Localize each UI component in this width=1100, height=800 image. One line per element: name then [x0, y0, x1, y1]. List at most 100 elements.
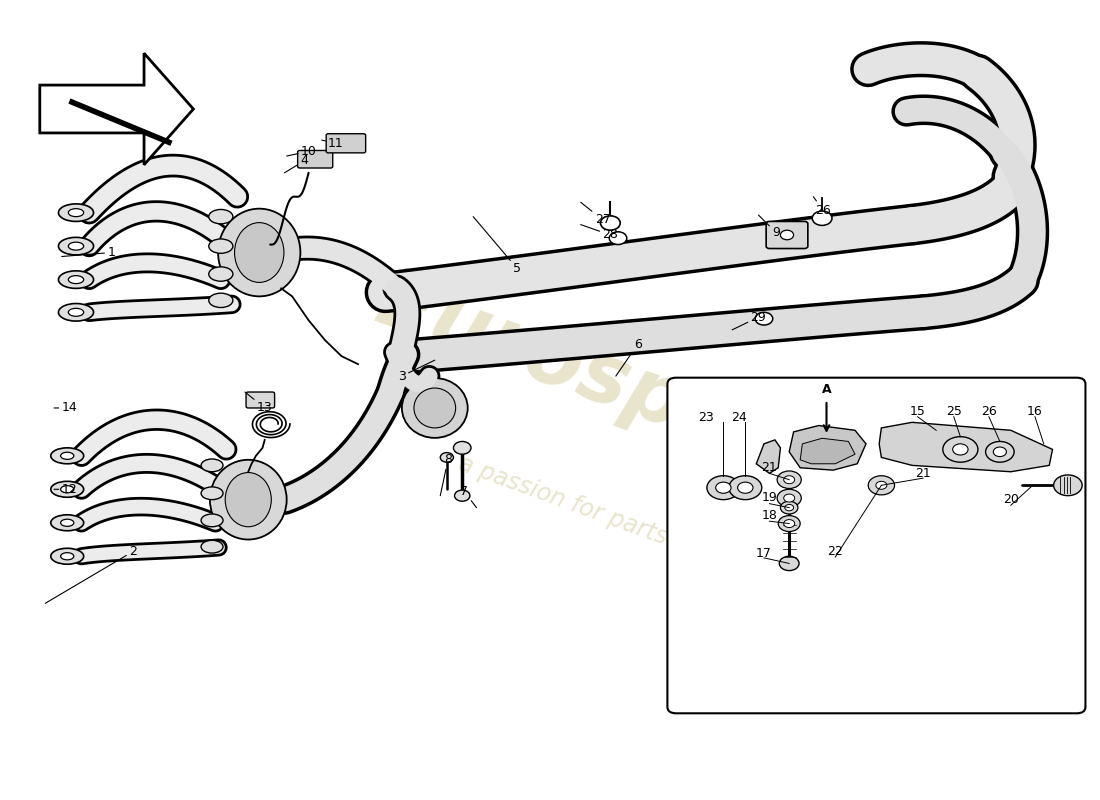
Ellipse shape	[210, 460, 287, 539]
Text: 18: 18	[761, 509, 778, 522]
Circle shape	[783, 494, 794, 502]
Text: 26: 26	[981, 406, 997, 418]
Circle shape	[986, 442, 1014, 462]
Circle shape	[707, 476, 740, 500]
Text: 4: 4	[285, 154, 308, 173]
FancyBboxPatch shape	[767, 222, 807, 249]
Text: a passion for parts since 1985: a passion for parts since 1985	[455, 451, 799, 596]
Circle shape	[993, 447, 1007, 457]
Ellipse shape	[51, 515, 84, 530]
Text: Eurospares: Eurospares	[365, 260, 889, 516]
Ellipse shape	[58, 204, 94, 222]
Circle shape	[777, 471, 801, 489]
Text: 11: 11	[322, 137, 344, 150]
Text: 10: 10	[287, 145, 317, 158]
Text: 28: 28	[581, 225, 618, 242]
Circle shape	[601, 216, 620, 230]
Text: 17: 17	[756, 546, 772, 559]
Ellipse shape	[201, 514, 223, 526]
Circle shape	[778, 515, 800, 531]
Polygon shape	[757, 440, 780, 474]
Ellipse shape	[201, 459, 223, 472]
Text: 21: 21	[915, 467, 931, 480]
Text: 7: 7	[461, 485, 476, 508]
Circle shape	[780, 502, 798, 514]
Ellipse shape	[51, 548, 84, 564]
Text: 3: 3	[398, 360, 434, 382]
Ellipse shape	[414, 388, 455, 428]
Circle shape	[868, 476, 894, 495]
Text: 19: 19	[761, 490, 778, 504]
Text: 24: 24	[730, 411, 747, 424]
Ellipse shape	[58, 303, 94, 321]
Ellipse shape	[201, 487, 223, 500]
Circle shape	[440, 453, 453, 462]
Text: 27: 27	[581, 202, 611, 226]
Ellipse shape	[68, 209, 84, 217]
Text: 9: 9	[759, 215, 780, 239]
Circle shape	[783, 519, 794, 527]
Text: 12: 12	[54, 482, 77, 496]
Ellipse shape	[402, 378, 468, 438]
Circle shape	[738, 482, 754, 494]
Circle shape	[454, 490, 470, 502]
Text: 14: 14	[54, 402, 77, 414]
FancyBboxPatch shape	[668, 378, 1086, 714]
Ellipse shape	[234, 222, 284, 282]
Circle shape	[756, 312, 772, 325]
Text: 29: 29	[733, 310, 767, 330]
Circle shape	[779, 556, 799, 570]
Circle shape	[716, 482, 732, 494]
Circle shape	[783, 476, 794, 484]
Polygon shape	[800, 438, 855, 464]
Ellipse shape	[51, 482, 84, 498]
Circle shape	[777, 490, 801, 507]
Text: 15: 15	[910, 406, 925, 418]
Ellipse shape	[58, 238, 94, 255]
Circle shape	[953, 444, 968, 455]
Text: 21: 21	[761, 462, 778, 474]
Ellipse shape	[218, 209, 300, 296]
Circle shape	[784, 505, 793, 511]
Circle shape	[453, 442, 471, 454]
Ellipse shape	[209, 239, 233, 254]
Ellipse shape	[60, 486, 74, 493]
Text: 5: 5	[473, 217, 521, 275]
Text: 6: 6	[616, 338, 641, 376]
Circle shape	[729, 476, 762, 500]
Ellipse shape	[60, 553, 74, 560]
Polygon shape	[40, 54, 194, 165]
Ellipse shape	[68, 308, 84, 316]
FancyBboxPatch shape	[246, 392, 275, 408]
Ellipse shape	[201, 540, 223, 553]
Ellipse shape	[68, 276, 84, 284]
Text: 16: 16	[1027, 406, 1043, 418]
Ellipse shape	[209, 267, 233, 282]
Text: 25: 25	[946, 406, 961, 418]
Circle shape	[943, 437, 978, 462]
Ellipse shape	[226, 473, 272, 526]
Circle shape	[876, 482, 887, 490]
Circle shape	[1054, 475, 1082, 496]
Ellipse shape	[209, 293, 233, 307]
Text: 8: 8	[440, 454, 452, 496]
Text: A: A	[822, 383, 832, 396]
Ellipse shape	[58, 271, 94, 288]
Circle shape	[812, 211, 832, 226]
Ellipse shape	[68, 242, 84, 250]
FancyBboxPatch shape	[298, 150, 333, 168]
Circle shape	[780, 230, 793, 240]
Text: 1: 1	[62, 246, 116, 259]
Circle shape	[609, 232, 627, 245]
Polygon shape	[789, 426, 866, 470]
Text: 2: 2	[45, 545, 138, 603]
Text: 26: 26	[813, 197, 832, 217]
Polygon shape	[879, 422, 1053, 472]
Text: 23: 23	[697, 411, 714, 424]
Ellipse shape	[60, 452, 74, 459]
Ellipse shape	[209, 210, 233, 224]
Ellipse shape	[60, 519, 74, 526]
Text: 13: 13	[245, 392, 273, 414]
Ellipse shape	[51, 448, 84, 464]
Text: 20: 20	[1003, 493, 1019, 506]
